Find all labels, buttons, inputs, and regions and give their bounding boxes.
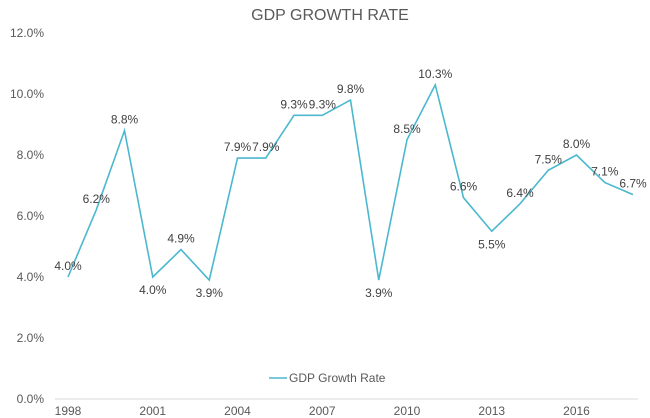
data-label: 9.3%	[309, 97, 337, 111]
y-tick-label: 6.0%	[17, 209, 45, 223]
data-labels: 4.0% 6.2% 8.8% 4.0% 4.9% 3.9% 7.9% 7.9% 9.3% 9.3%…	[54, 67, 647, 300]
series-line-gdp-growth-rate	[67, 82, 634, 282]
data-label: 7.9%	[252, 140, 280, 154]
data-label: 4.0%	[139, 283, 167, 297]
x-tick-label: 2013	[478, 404, 505, 418]
data-label: 6.2%	[83, 192, 111, 206]
legend-label: GDP Growth Rate	[289, 371, 386, 385]
data-label: 6.4%	[506, 186, 534, 200]
chart-title: GDP GROWTH RATE	[251, 7, 409, 24]
data-label: 5.5%	[478, 237, 506, 251]
x-tick-label: 2007	[309, 404, 336, 418]
data-label: 10.3%	[418, 67, 452, 81]
x-axis: 1998 2001 2004 2007 2010 2013 2016	[55, 404, 591, 418]
y-tick-label: 12.0%	[10, 26, 44, 40]
y-tick-label: 2.0%	[17, 331, 45, 345]
y-tick-label: 8.0%	[17, 148, 45, 162]
y-tick-label: 0.0%	[17, 392, 45, 406]
data-label: 7.9%	[224, 140, 252, 154]
y-axis: 0.0% 2.0% 4.0% 6.0% 8.0% 10.0% 12.0%	[10, 26, 44, 406]
data-label: 9.3%	[280, 97, 308, 111]
data-label: 8.8%	[111, 113, 139, 127]
data-label: 7.1%	[591, 164, 619, 178]
data-label: 9.8%	[337, 82, 365, 96]
data-label: 3.9%	[365, 286, 393, 300]
data-label: 3.9%	[196, 286, 224, 300]
x-tick-label: 2016	[563, 404, 590, 418]
data-label: 6.6%	[450, 180, 478, 194]
data-label: 8.5%	[393, 122, 421, 136]
x-tick-label: 2001	[139, 404, 166, 418]
data-label: 4.9%	[167, 232, 195, 246]
data-label: 4.0%	[54, 259, 82, 273]
data-label: 7.5%	[535, 152, 563, 166]
x-tick-label: 1998	[55, 404, 82, 418]
data-label: 6.7%	[619, 177, 647, 191]
y-tick-label: 10.0%	[10, 87, 44, 101]
y-tick-label: 4.0%	[17, 270, 45, 284]
data-label: 8.0%	[563, 137, 591, 151]
x-tick-label: 2004	[224, 404, 251, 418]
legend: GDP Growth Rate	[269, 371, 386, 385]
x-tick-label: 2010	[394, 404, 421, 418]
